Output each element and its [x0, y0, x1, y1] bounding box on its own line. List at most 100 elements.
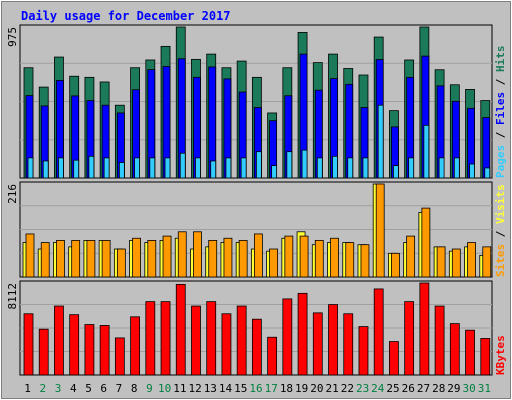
bar-kbytes-day-1 [23, 313, 34, 376]
bar-sites-day-1 [25, 233, 35, 278]
bar-pages-day-18 [286, 151, 293, 179]
bar-sites-day-20 [314, 240, 324, 278]
bar-sites-day-14 [223, 237, 233, 278]
x-tick-label-day-9: 9 [146, 382, 153, 395]
x-tick-label-day-5: 5 [85, 382, 92, 395]
bar-kbytes-day-10 [160, 301, 171, 376]
bar-sites-day-17 [269, 248, 279, 278]
bar-kbytes-day-27 [419, 282, 430, 376]
bar-pages-day-10 [164, 157, 171, 179]
bar-kbytes-day-15 [236, 305, 247, 376]
bar-sites-day-18 [284, 235, 294, 278]
legend-separator: / [494, 72, 507, 92]
chart-title: Daily usage for December 2017 [21, 9, 231, 23]
bar-pages-day-20 [316, 157, 323, 179]
bar-sites-day-7 [116, 248, 126, 278]
bar-kbytes-day-14 [221, 313, 232, 376]
legend-visits: Visits [494, 184, 507, 224]
x-tick-label-day-31: 31 [478, 382, 491, 395]
bar-kbytes-day-9 [145, 301, 156, 376]
bar-pages-day-25 [393, 165, 399, 179]
bar-kbytes-day-28 [434, 305, 445, 376]
plot-hits-files-pages: 975 Pages / Files / Hits [6, 24, 507, 179]
legend-hits: Hits [494, 46, 507, 73]
x-tick-label-day-20: 20 [310, 382, 323, 395]
bar-kbytes-day-4 [69, 314, 80, 376]
y-max-label: 216 [6, 184, 19, 204]
bar-pages-day-3 [58, 157, 64, 179]
bar-pages-day-28 [438, 157, 445, 179]
x-tick-label-day-29: 29 [447, 382, 460, 395]
legend-sites: Sites [494, 244, 507, 277]
bar-kbytes-day-8 [130, 316, 140, 376]
y-max-label: 8112 [6, 283, 19, 310]
x-tick-label-day-12: 12 [188, 382, 201, 395]
x-tick-label-day-11: 11 [173, 382, 186, 395]
x-tick-label-day-18: 18 [280, 382, 293, 395]
bar-kbytes-day-3 [54, 305, 64, 376]
x-tick-label-day-2: 2 [40, 382, 47, 395]
x-tick-label-day-30: 30 [463, 382, 476, 395]
x-tick-label-day-24: 24 [371, 382, 385, 395]
legend-kbytes: KBytes [494, 335, 507, 375]
bar-kbytes-day-25 [389, 341, 399, 376]
bar-pages-day-16 [255, 151, 262, 179]
bar-pages-day-29 [453, 157, 460, 179]
bar-pages-day-19 [301, 149, 308, 179]
bar-sites-day-19 [299, 235, 309, 278]
bar-sites-day-22 [345, 242, 355, 278]
bar-kbytes-day-24 [373, 288, 384, 376]
bar-pages-day-12 [195, 157, 201, 179]
bar-kbytes-day-17 [267, 336, 278, 376]
bar-kbytes-day-16 [251, 318, 262, 376]
bar-pages-day-8 [134, 157, 140, 179]
bar-sites-day-28 [436, 246, 446, 278]
bar-pages-day-21 [332, 155, 338, 179]
bar-sites-day-15 [238, 240, 248, 278]
bar-pages-day-27 [423, 124, 430, 179]
bar-kbytes-day-31 [480, 338, 491, 376]
bar-sites-day-12 [193, 231, 202, 278]
x-tick-label-day-16: 16 [249, 382, 262, 395]
bar-pages-day-15 [240, 157, 247, 179]
bar-sites-day-8 [132, 237, 141, 278]
x-tick-label-day-26: 26 [402, 382, 415, 395]
y-max-label: 975 [6, 27, 19, 47]
bar-kbytes-day-18 [282, 298, 293, 376]
bar-sites-day-30 [467, 242, 476, 278]
bar-pages-day-14 [225, 157, 232, 179]
bar-kbytes-day-30 [465, 329, 475, 376]
bar-pages-day-1 [27, 157, 34, 179]
bar-sites-day-27 [421, 207, 431, 278]
bar-kbytes-day-29 [449, 323, 460, 376]
plot-kbytes: 8112 KBytes [6, 280, 507, 376]
x-tick-label-day-7: 7 [116, 382, 123, 395]
bar-sites-day-31 [482, 246, 492, 278]
bar-sites-day-25 [391, 252, 400, 278]
x-tick-label-day-8: 8 [131, 382, 138, 395]
x-tick-label-day-3: 3 [55, 382, 62, 395]
bar-pages-day-13 [210, 160, 217, 179]
bar-pages-day-30 [469, 163, 475, 179]
bar-pages-day-22 [347, 157, 354, 179]
x-tick-label-day-22: 22 [341, 382, 354, 395]
bar-sites-day-29 [451, 248, 461, 278]
bar-kbytes-day-6 [99, 325, 110, 376]
bar-kbytes-day-23 [358, 326, 369, 376]
bar-kbytes-day-11 [175, 283, 186, 376]
bar-sites-day-11 [177, 231, 187, 278]
bar-sites-day-16 [253, 233, 263, 278]
bar-pages-day-6 [103, 157, 110, 179]
x-tick-label-day-25: 25 [386, 382, 399, 395]
bar-kbytes-day-13 [206, 301, 217, 376]
legend-separator: / [494, 125, 507, 145]
legend-separator: / [494, 224, 507, 244]
x-tick-label-day-19: 19 [295, 382, 308, 395]
bar-pages-day-9 [149, 157, 156, 179]
bar-pages-day-17 [271, 165, 278, 179]
bar-kbytes-day-2 [38, 328, 49, 376]
bar-kbytes-day-5 [84, 324, 95, 376]
bar-sites-day-23 [360, 244, 370, 278]
bar-sites-day-2 [40, 242, 50, 278]
